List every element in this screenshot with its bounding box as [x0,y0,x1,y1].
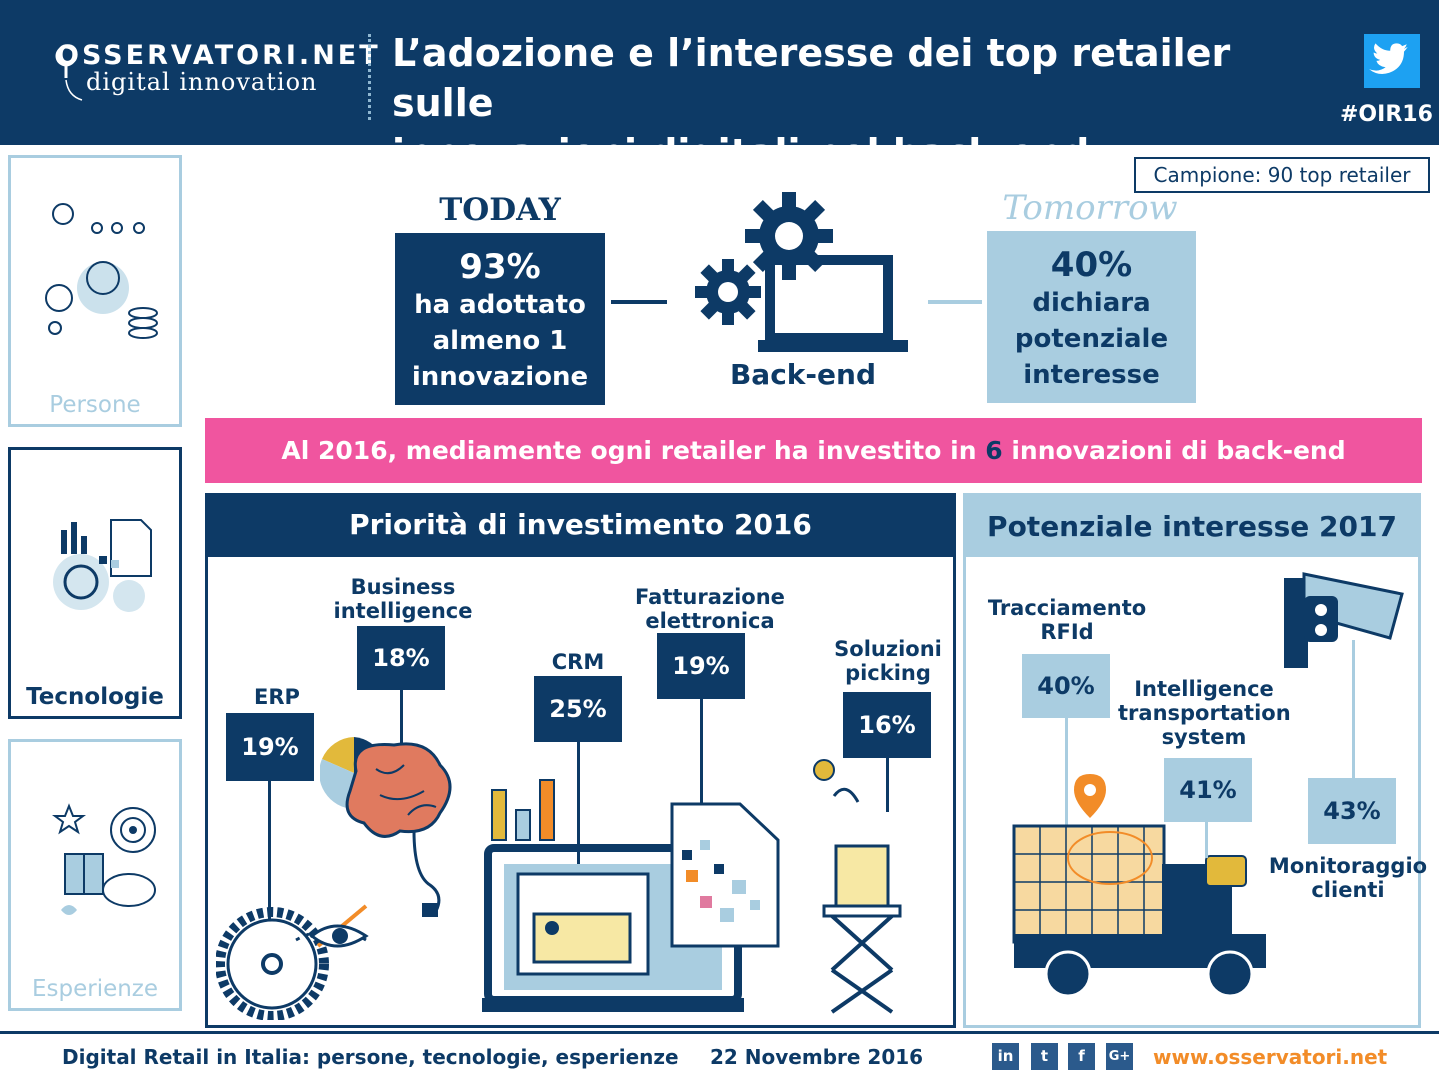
bi-stem [400,690,403,750]
invoice-label-line-2: elettronica [645,609,775,633]
page-title: L’adozione e l’interesse dei top retaile… [392,28,1342,178]
picking-label: Soluzioni picking [826,637,950,685]
brain-pie-icon [320,737,452,917]
title-line-2: innovazioni digitali nel back-end [392,131,1090,175]
banner-number: 6 [985,436,1003,465]
rfid-label: Tracciamento RFId [982,596,1152,644]
monitoring-stem [1352,640,1355,778]
highlight-banner: Al 2016, mediamente ogni retailer ha inv… [205,418,1422,483]
twitter-button[interactable] [1364,34,1420,88]
its-value: 41% [1164,758,1252,822]
sidebar-item-persone[interactable]: Persone [8,155,182,427]
today-text-2: almeno 1 [432,326,568,356]
monitoring-label-line-1: Monitoraggio [1268,854,1428,878]
footer-report-title: Digital Retail in Italia: persone, tecno… [62,1045,679,1069]
facebook-icon[interactable]: f [1068,1043,1095,1070]
its-stem [1205,822,1208,858]
backend-gears-laptop-icon [695,192,908,352]
monitoring-label: Monitoraggio clienti [1268,854,1428,902]
tomorrow-value: 40% [1050,245,1133,285]
picking-value: 16% [843,692,931,758]
its-label-line-3: system [1161,725,1247,749]
footer-divider [0,1031,1439,1034]
technology-icon [53,519,152,612]
gauge-gear-icon [216,904,369,1020]
crm-stem [577,742,580,866]
erp-label: ERP [254,685,300,709]
rfid-label-line-1: Tracciamento [987,596,1147,620]
bi-label: Business intelligence [322,575,484,623]
today-text-3: innovazione [411,362,589,392]
picking-stem [886,758,889,812]
bi-label-line-1: Business [350,575,456,599]
tomorrow-box: 40% dichiara potenziale interesse [987,231,1196,403]
today-box: 93% ha adottato almeno 1 innovazione [395,233,605,405]
bi-label-line-2: intelligence [333,599,473,623]
hashtag: #OIR16 [1340,102,1433,127]
picking-label-line-1: Soluzioni [834,637,942,661]
logo-pin-icon [55,45,83,101]
sidebar-item-tecnologie[interactable]: Tecnologie [8,447,182,719]
header-divider [368,34,371,120]
rfid-label-line-2: RFId [1040,620,1094,644]
logo-subtitle: digital innovation [86,68,318,96]
connector-left [611,300,667,304]
banner-text-before: Al 2016, mediamente ogni retailer ha inv… [281,436,986,465]
sidebar-item-label: Esperienze [31,976,159,1002]
its-label-line-2: transportation [1118,701,1291,725]
sample-note: Campione: 90 top retailer [1134,157,1430,193]
twitter-bird-icon [1369,43,1408,75]
invoice-label: Fatturazione elettronica [622,585,798,633]
interest-panel-title: Potenziale interesse 2017 [963,493,1421,557]
rfid-stem [1065,718,1068,838]
tomorrow-title: Tomorrow [1002,188,1178,228]
title-line-1: L’adozione e l’interesse dei top retaile… [392,31,1231,125]
its-label: Intelligence transportation system [1118,677,1291,749]
experiences-icon [52,803,156,915]
invoice-label-line-1: Fatturazione [635,585,785,609]
security-camera-icon [1284,572,1404,668]
crm-laptop-icon [482,779,744,1012]
today-title: TODAY [439,192,561,228]
connector-right [928,300,982,304]
monitoring-label-line-2: clienti [1311,878,1385,902]
priority-panel-title: Priorità di investimento 2016 [205,493,956,557]
footer-date: 22 Novembre 2016 [710,1045,924,1069]
backend-label: Back-end [729,358,877,391]
picking-label-line-2: picking [845,661,931,685]
picking-lift-icon [813,759,902,1014]
tomorrow-text-2: potenziale [1014,324,1169,354]
tomorrow-text-3: interesse [1023,360,1160,390]
header-bar [0,0,1439,145]
sidebar-item-label: Persone [49,392,141,418]
erp-value: 19% [226,713,314,781]
invoice-stem [700,699,703,835]
its-label-line-1: Intelligence [1134,677,1274,701]
bi-value: 18% [357,626,445,690]
google-plus-icon[interactable]: G+ [1106,1043,1133,1070]
rfid-value: 40% [1022,654,1110,718]
invoice-document-icon [670,802,780,948]
today-text-1: ha adottato [414,290,586,320]
truck-icon [1012,774,1266,998]
sidebar-item-label: Tecnologie [26,684,164,710]
crm-value: 25% [534,676,622,742]
tomorrow-text-1: dichiara [1032,288,1151,318]
monitoring-value: 43% [1308,778,1396,844]
sidebar-item-esperienze[interactable]: Esperienze [8,739,182,1011]
footer-website-link[interactable]: www.osservatori.net [1153,1045,1388,1069]
invoice-value: 19% [657,633,745,699]
banner-text-after: innovazioni di back-end [1002,436,1346,465]
people-icon [45,203,158,339]
logo-text: OSSERVATORI.NET [56,40,381,71]
linkedin-icon[interactable]: in [992,1043,1019,1070]
today-value: 93% [459,247,541,287]
twitter-icon[interactable]: t [1031,1043,1058,1070]
crm-label: CRM [551,650,605,674]
erp-stem [268,781,271,931]
